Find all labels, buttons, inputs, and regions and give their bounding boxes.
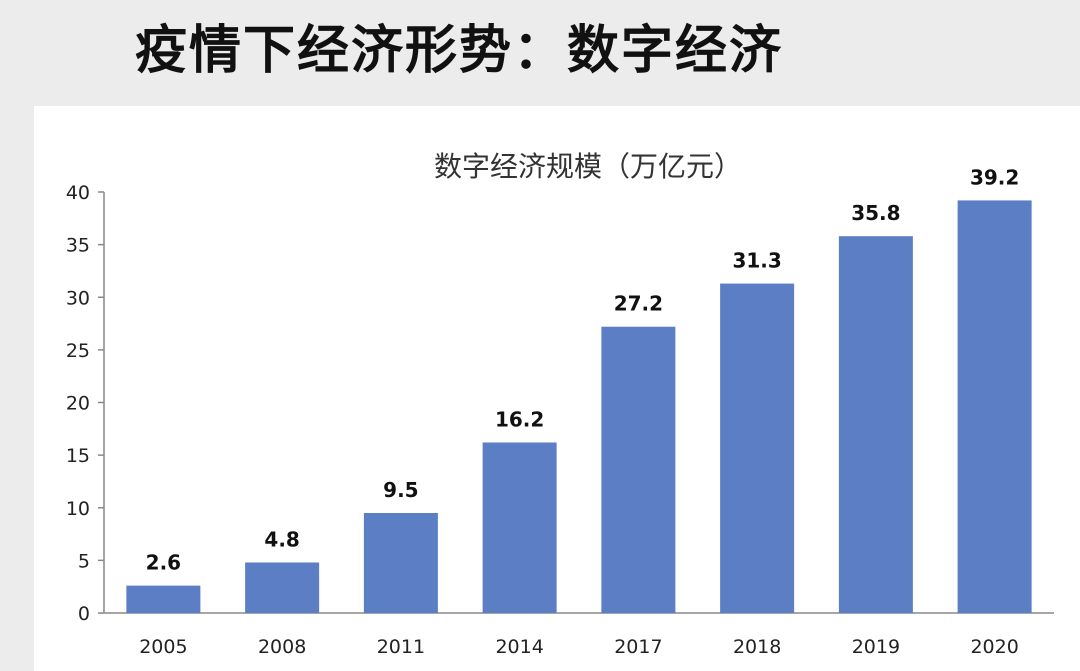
chart-y-ticks: 0 5 10 15 20 25 30 35 40 <box>66 182 104 625</box>
data-label-2019: 35.8 <box>851 201 900 225</box>
chart-data-labels: 2.6 4.8 9.5 16.2 27.2 31.3 35.8 39.2 <box>146 165 1020 574</box>
bar-2005 <box>126 585 201 613</box>
x-tick-label-2011: 2011 <box>377 636 425 658</box>
data-label-2008: 4.8 <box>264 527 299 551</box>
bar-2020 <box>957 200 1032 614</box>
bar-2014 <box>482 442 557 613</box>
y-tick-label: 20 <box>66 393 90 415</box>
data-label-2014: 16.2 <box>495 407 544 431</box>
data-label-2017: 27.2 <box>614 292 663 316</box>
chart-bars <box>126 200 1032 614</box>
bar-2008 <box>245 562 320 613</box>
bar-2019 <box>838 236 913 613</box>
bar-2018 <box>720 283 795 613</box>
chart-title: 数字经济规模（万亿元） <box>434 150 742 183</box>
y-tick-label: 30 <box>66 287 90 309</box>
chart-x-ticks: 2005 2008 2011 2014 2017 2018 2019 2020 <box>139 636 1019 658</box>
bar-chart: 数字经济规模（万亿元） 2.6 4.8 9.5 16.2 27.2 31.3 35.8 39.… <box>66 150 1054 658</box>
y-tick-label: 15 <box>66 445 90 467</box>
y-tick-label: 35 <box>66 235 90 257</box>
chart-panel: 数字经济规模（万亿元） 2.6 4.8 9.5 16.2 27.2 31.3 35.8 39.… <box>34 106 1080 671</box>
y-tick-label: 0 <box>78 603 90 625</box>
x-tick-label-2014: 2014 <box>495 636 543 658</box>
x-tick-label-2019: 2019 <box>852 636 900 658</box>
y-tick-label: 10 <box>66 498 90 520</box>
x-tick-label-2017: 2017 <box>614 636 662 658</box>
data-label-2018: 31.3 <box>732 249 781 273</box>
data-label-2011: 9.5 <box>383 478 418 502</box>
x-tick-label-2008: 2008 <box>258 636 306 658</box>
bar-2017 <box>601 326 676 613</box>
x-tick-label-2020: 2020 <box>970 636 1018 658</box>
data-label-2005: 2.6 <box>146 551 181 575</box>
y-tick-label: 25 <box>66 340 90 362</box>
data-label-2020: 39.2 <box>970 165 1019 189</box>
x-tick-label-2005: 2005 <box>139 636 187 658</box>
bar-2011 <box>363 513 438 613</box>
x-tick-label-2018: 2018 <box>733 636 781 658</box>
y-tick-label: 5 <box>78 550 90 572</box>
y-tick-label: 40 <box>66 182 90 204</box>
slide-title: 疫情下经济形势：数字经济 <box>135 21 784 81</box>
